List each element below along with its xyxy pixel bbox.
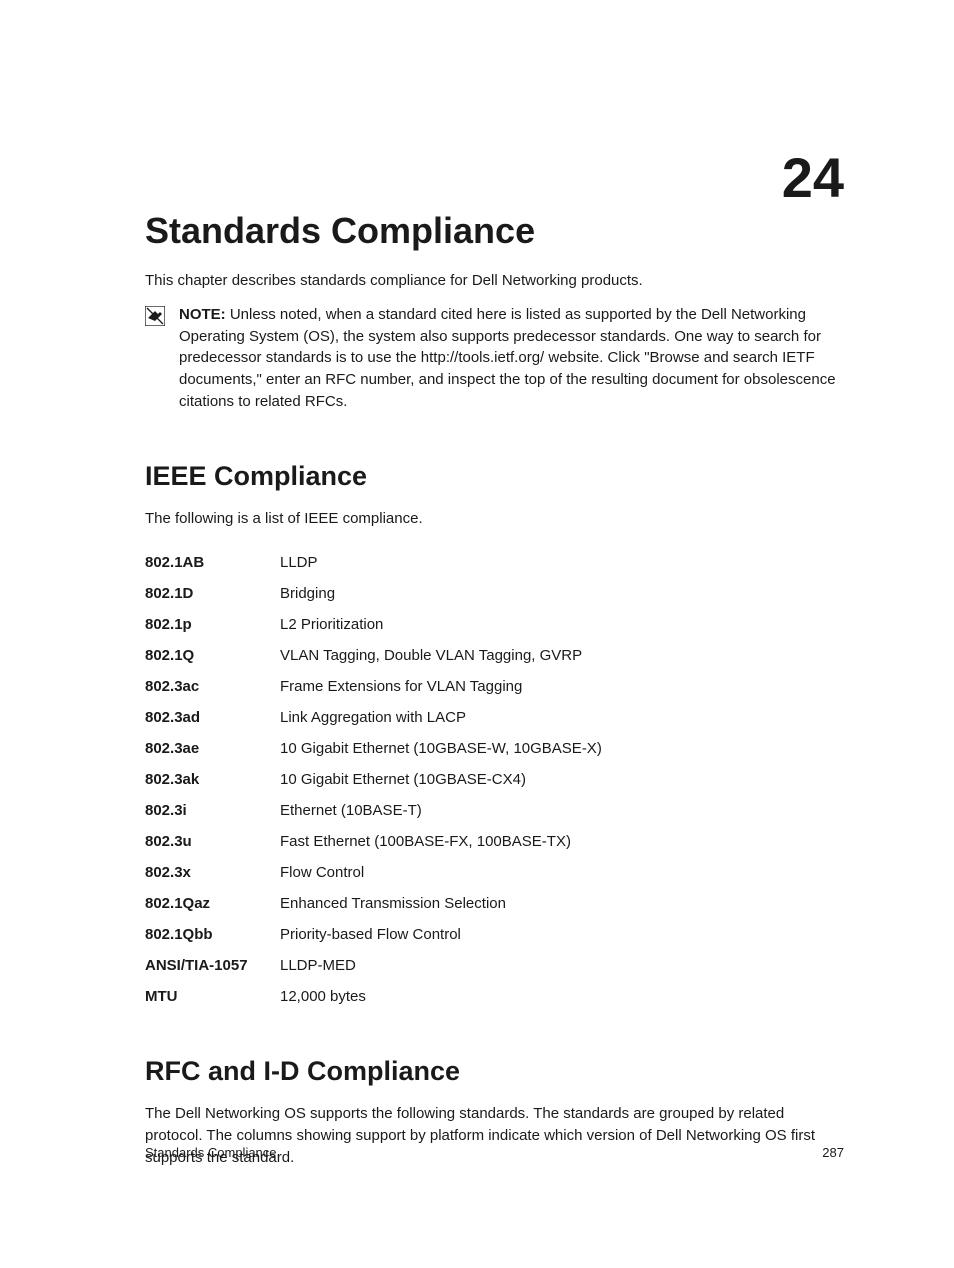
rfc-heading: RFC and I-D Compliance [145, 1056, 844, 1087]
note-text: NOTE: Unless noted, when a standard cite… [179, 304, 844, 413]
page-footer: Standards Compliance 287 [145, 1145, 844, 1160]
table-row: MTU12,000 bytes [145, 981, 844, 1012]
standard-description: Ethernet (10BASE-T) [280, 795, 844, 826]
standard-id: MTU [145, 981, 280, 1012]
standard-description: Enhanced Transmission Selection [280, 888, 844, 919]
chapter-intro: This chapter describes standards complia… [145, 270, 844, 292]
standard-description: Bridging [280, 578, 844, 609]
ieee-heading: IEEE Compliance [145, 461, 844, 492]
document-page: 24 Standards Compliance This chapter des… [0, 0, 954, 1268]
standard-description: 10 Gigabit Ethernet (10GBASE-CX4) [280, 764, 844, 795]
standard-id: 802.3ak [145, 764, 280, 795]
note-body: Unless noted, when a standard cited here… [179, 306, 836, 410]
standard-description: L2 Prioritization [280, 609, 844, 640]
table-row: 802.1DBridging [145, 578, 844, 609]
standard-id: 802.3u [145, 826, 280, 857]
footer-page-number: 287 [822, 1145, 844, 1160]
table-row: 802.1QazEnhanced Transmission Selection [145, 888, 844, 919]
standard-id: 802.1Qbb [145, 919, 280, 950]
table-row: 802.3uFast Ethernet (100BASE-FX, 100BASE… [145, 826, 844, 857]
standard-id: 802.3ae [145, 733, 280, 764]
standard-id: 802.3i [145, 795, 280, 826]
ieee-compliance-table: 802.1ABLLDP802.1DBridging802.1pL2 Priori… [145, 547, 844, 1012]
standard-id: ANSI/TIA-1057 [145, 950, 280, 981]
standard-id: 802.3ac [145, 671, 280, 702]
note-label: NOTE: [179, 306, 226, 323]
table-row: 802.3ak10 Gigabit Ethernet (10GBASE-CX4) [145, 764, 844, 795]
standard-id: 802.1Qaz [145, 888, 280, 919]
standard-id: 802.3x [145, 857, 280, 888]
standard-description: LLDP-MED [280, 950, 844, 981]
standard-description: VLAN Tagging, Double VLAN Tagging, GVRP [280, 640, 844, 671]
footer-left: Standards Compliance [145, 1145, 277, 1160]
standard-description: Flow Control [280, 857, 844, 888]
standard-id: 802.3ad [145, 702, 280, 733]
ieee-intro: The following is a list of IEEE complian… [145, 508, 844, 530]
table-row: 802.1QbbPriority-based Flow Control [145, 919, 844, 950]
standard-description: 12,000 bytes [280, 981, 844, 1012]
table-row: 802.3xFlow Control [145, 857, 844, 888]
standard-description: 10 Gigabit Ethernet (10GBASE-W, 10GBASE-… [280, 733, 844, 764]
table-row: 802.3adLink Aggregation with LACP [145, 702, 844, 733]
standard-description: Priority-based Flow Control [280, 919, 844, 950]
table-row: 802.1ABLLDP [145, 547, 844, 578]
note-block: NOTE: Unless noted, when a standard cite… [145, 304, 844, 413]
standard-description: Fast Ethernet (100BASE-FX, 100BASE-TX) [280, 826, 844, 857]
standard-id: 802.1AB [145, 547, 280, 578]
table-row: 802.1QVLAN Tagging, Double VLAN Tagging,… [145, 640, 844, 671]
table-row: 802.3ae10 Gigabit Ethernet (10GBASE-W, 1… [145, 733, 844, 764]
table-row: 802.1pL2 Prioritization [145, 609, 844, 640]
standard-description: Frame Extensions for VLAN Tagging [280, 671, 844, 702]
table-row: 802.3acFrame Extensions for VLAN Tagging [145, 671, 844, 702]
chapter-title: Standards Compliance [145, 210, 844, 252]
standard-id: 802.1D [145, 578, 280, 609]
chapter-number: 24 [782, 145, 844, 210]
table-row: ANSI/TIA-1057LLDP-MED [145, 950, 844, 981]
note-icon [145, 306, 165, 326]
table-row: 802.3iEthernet (10BASE-T) [145, 795, 844, 826]
standard-id: 802.1Q [145, 640, 280, 671]
standard-description: LLDP [280, 547, 844, 578]
standard-description: Link Aggregation with LACP [280, 702, 844, 733]
standard-id: 802.1p [145, 609, 280, 640]
